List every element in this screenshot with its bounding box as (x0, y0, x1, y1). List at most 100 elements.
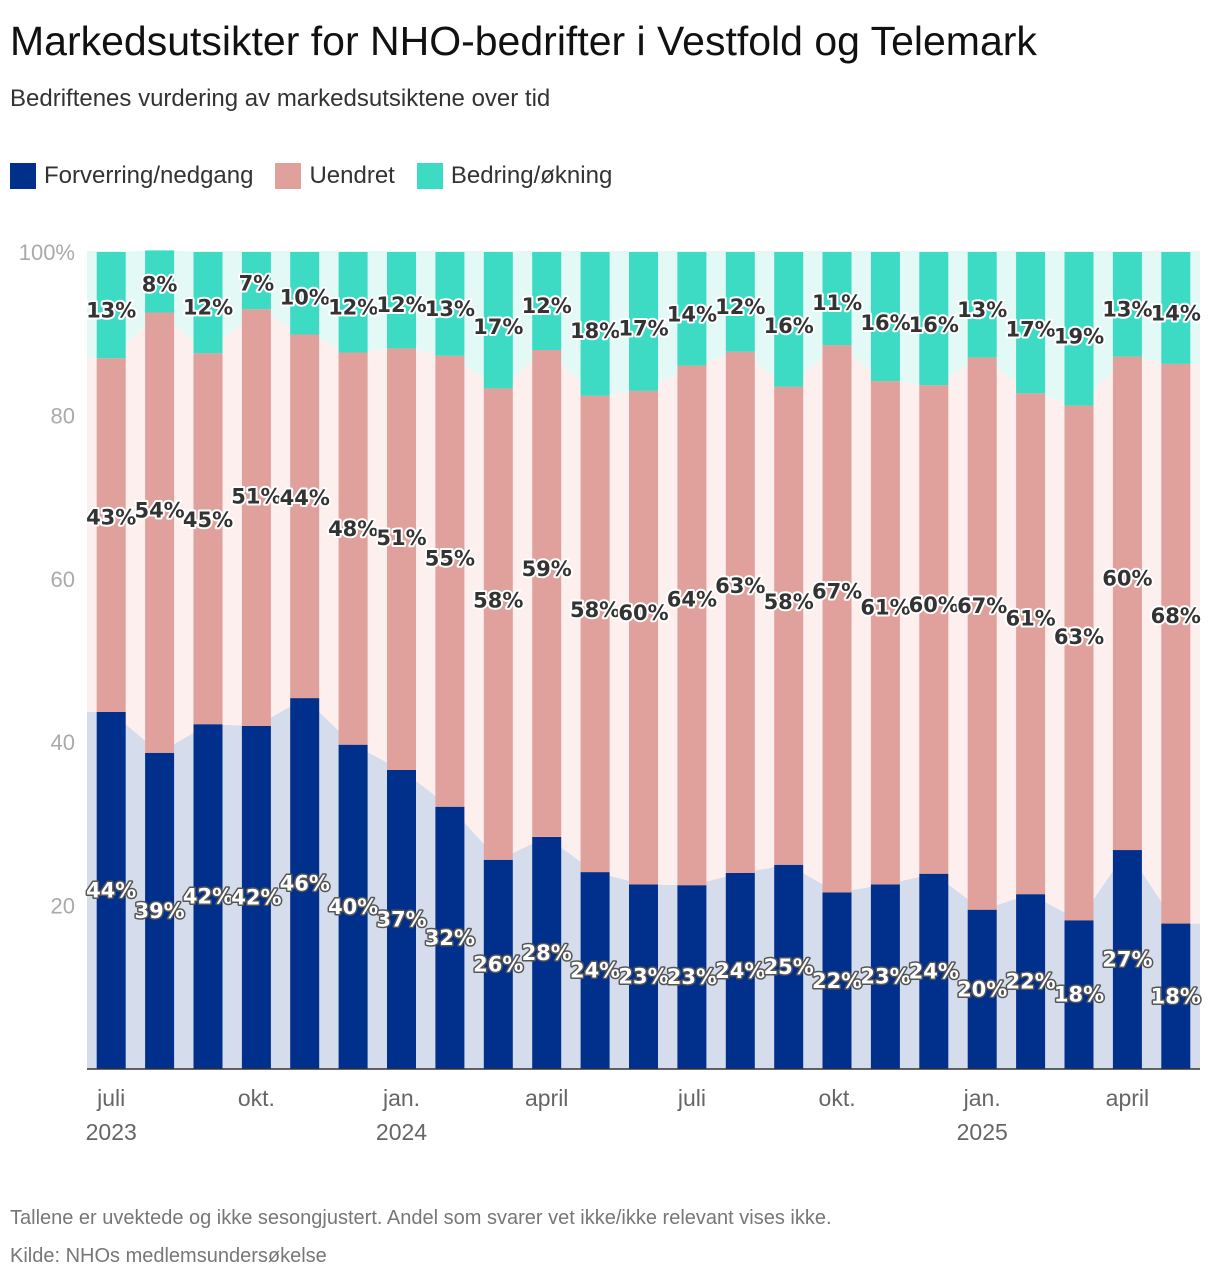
bar-segment (1112, 356, 1142, 851)
data-label: 20% (957, 977, 1007, 1001)
x-tick-label: april (1106, 1085, 1149, 1111)
data-label: 18% (1151, 984, 1201, 1008)
stacked-bar-chart: 100% 80 60 40 20 44% 43% 13% 39% 54% 8% 42% 45% 12% 42… (19, 240, 1203, 1145)
bar-segment (967, 357, 997, 910)
bar-segment (290, 252, 320, 335)
data-label: 39% (134, 899, 184, 923)
bar-segment (1016, 252, 1046, 394)
data-label: 58% (473, 589, 523, 613)
footnote: Tallene er uvektede og ikke sesongjuster… (10, 1207, 832, 1229)
bar-segment (290, 334, 320, 699)
data-label: 24% (909, 959, 959, 983)
bar-segment (725, 351, 755, 873)
chart-title: Markedsutsikter for NHO-bedrifter i Vest… (10, 18, 1037, 64)
bar-segment (822, 252, 852, 346)
legend-item-forverring[interactable]: Forverring/nedgang (10, 162, 253, 190)
legend-label-bedring: Bedring/økning (450, 162, 613, 189)
x-axis: juli 2023 okt. jan. 2024 april juli okt. jan. 202… (86, 1085, 1150, 1145)
bar-segment (483, 252, 513, 389)
bar-segment (822, 892, 852, 1069)
x-tick-label: okt. (238, 1085, 275, 1111)
data-label: 67% (812, 580, 862, 604)
bar-segment (774, 386, 804, 865)
data-label: 12% (715, 295, 765, 319)
bar-segment (145, 312, 175, 753)
data-label: 16% (764, 314, 814, 338)
bar-segment (919, 385, 949, 874)
data-label: 44% (280, 486, 330, 510)
bar-segment (1112, 252, 1142, 357)
data-label: 61% (1005, 607, 1055, 631)
data-label: 64% (667, 587, 717, 611)
y-tick-label: 40 (51, 730, 75, 755)
data-label: 12% (183, 296, 233, 320)
bar-segment (532, 350, 562, 837)
data-label: 14% (1151, 302, 1201, 326)
x-tick-year: 2023 (86, 1119, 137, 1145)
bar-segment (338, 252, 368, 353)
data-label: 55% (425, 547, 475, 571)
bar-segment (483, 859, 513, 1069)
data-label: 10% (280, 285, 330, 309)
data-label: 25% (764, 955, 814, 979)
legend-item-bedring[interactable]: Bedring/økning (416, 162, 613, 190)
x-tick-year: 2025 (957, 1119, 1008, 1145)
bar-segment (629, 390, 658, 885)
data-label: 22% (1005, 970, 1055, 994)
legend-label-forverring: Forverring/nedgang (44, 162, 254, 189)
bar-segment (629, 884, 658, 1069)
bar-segment (774, 864, 804, 1070)
bar-segment (145, 752, 175, 1069)
data-label: 51% (376, 526, 426, 550)
bar-segment (870, 252, 900, 382)
y-tick-label: 100% (19, 240, 75, 265)
data-label: 68% (1151, 604, 1201, 628)
y-tick-label: 20 (51, 894, 75, 919)
bar-segment (1161, 923, 1191, 1069)
data-label: 26% (473, 952, 523, 976)
x-tick-label: jan. (382, 1085, 420, 1111)
data-label: 67% (957, 594, 1007, 618)
data-label: 8% (142, 273, 178, 297)
data-label: 23% (618, 965, 668, 989)
x-tick-label: okt. (819, 1085, 856, 1111)
legend-item-uendret[interactable]: Uendret (275, 162, 395, 190)
data-label: 51% (231, 485, 281, 509)
data-label: 61% (860, 596, 910, 620)
data-label: 59% (522, 557, 572, 581)
data-label: 17% (618, 316, 668, 340)
data-label: 44% (86, 879, 136, 903)
data-label: 46% (280, 872, 330, 896)
data-label: 14% (667, 303, 717, 327)
data-label: 24% (715, 959, 765, 983)
legend-swatch-uendret (275, 163, 302, 189)
bar-segment (919, 873, 949, 1069)
bar-segment (677, 885, 707, 1069)
legend-swatch-bedring (416, 163, 443, 189)
bar-segment (1016, 393, 1046, 895)
data-label: 48% (328, 517, 378, 541)
x-tick-label: april (525, 1085, 568, 1111)
bar-segment (774, 252, 804, 387)
bar-segment (338, 744, 368, 1069)
bar-segment (1064, 252, 1094, 406)
bars (96, 250, 1191, 1070)
data-label: 11% (812, 291, 862, 315)
data-label: 37% (376, 908, 426, 932)
data-label: 42% (183, 885, 233, 909)
legend: Forverring/nedgang Uendret Bedring/øknin… (10, 162, 612, 190)
data-label: 7% (239, 272, 275, 296)
data-label: 22% (812, 969, 862, 993)
data-label: 42% (231, 885, 281, 909)
data-label: 13% (957, 298, 1007, 322)
bar-segment (290, 698, 320, 1069)
data-label: 43% (86, 505, 136, 529)
bar-segment (241, 252, 271, 310)
data-label: 24% (570, 959, 620, 983)
bar-segment (193, 252, 223, 354)
bar-segment (677, 365, 707, 886)
data-label: 40% (328, 895, 378, 919)
bar-segment (96, 712, 126, 1069)
bar-segment (580, 395, 610, 873)
data-label: 58% (764, 590, 814, 614)
